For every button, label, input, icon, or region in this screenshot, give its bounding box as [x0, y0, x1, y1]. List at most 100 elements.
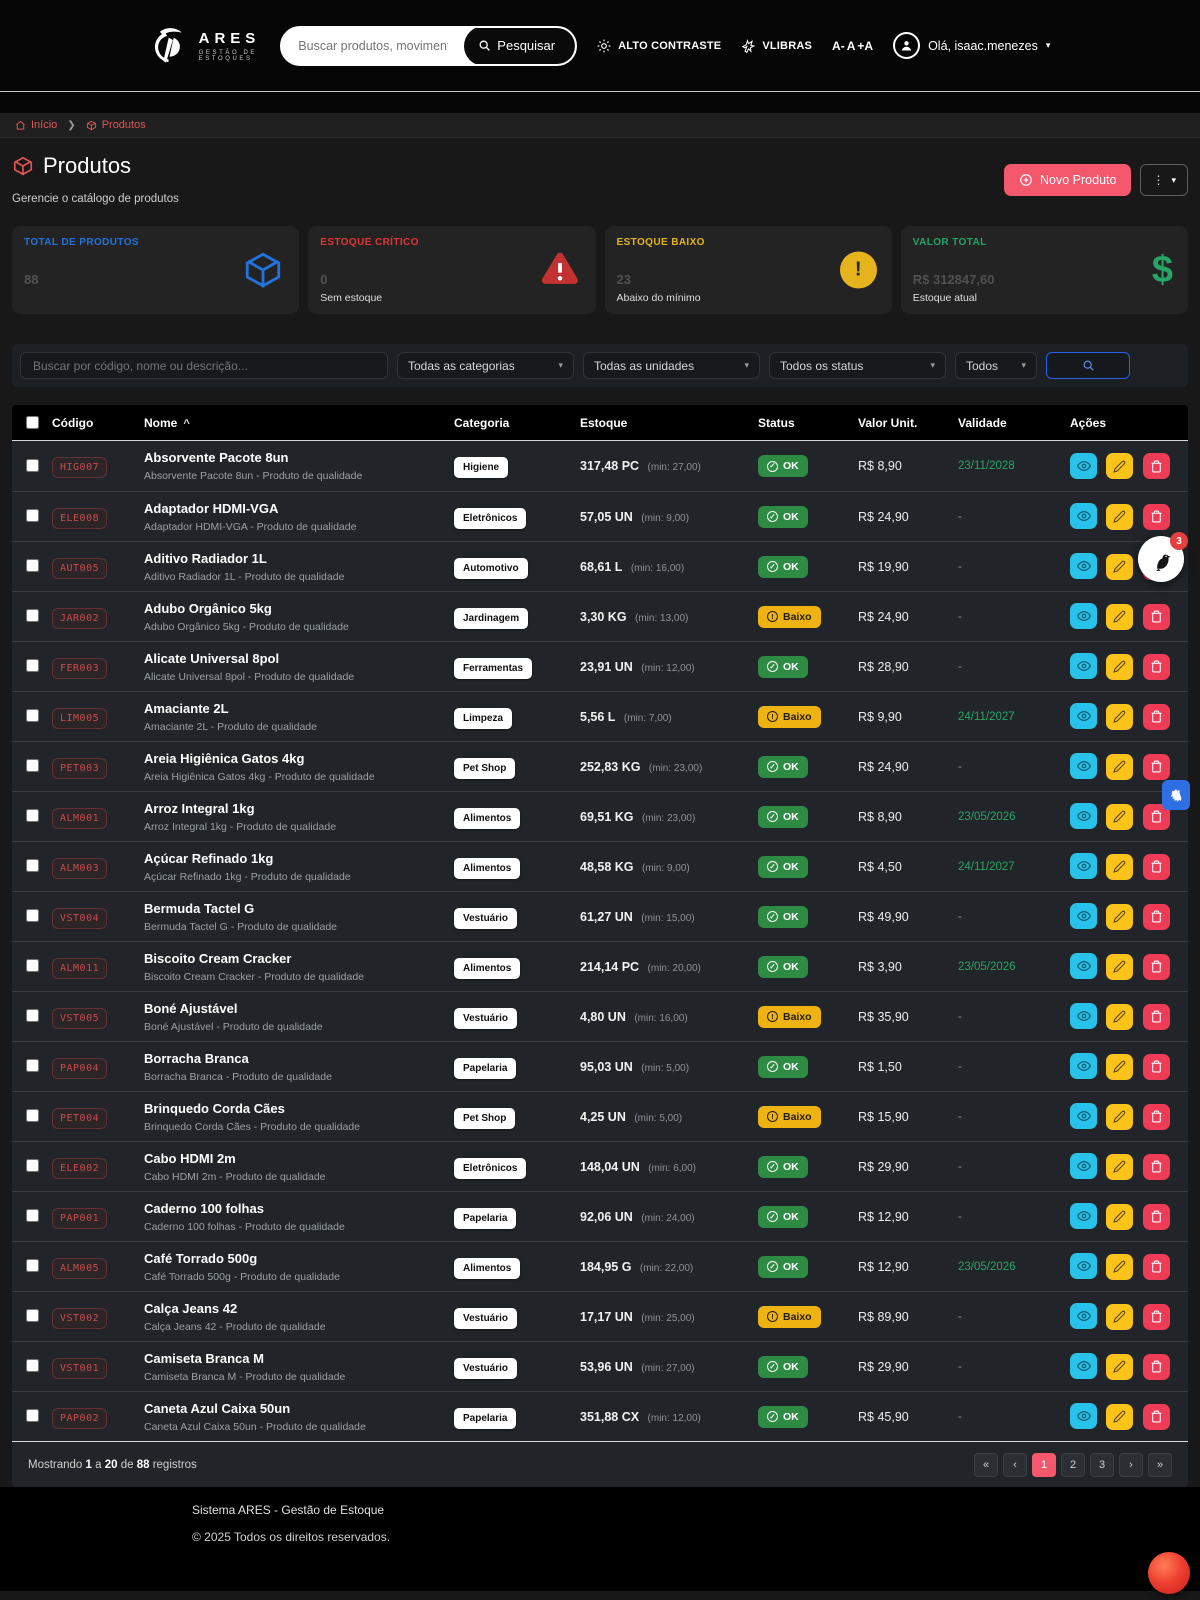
edit-button[interactable]	[1106, 1353, 1134, 1380]
delete-button[interactable]	[1142, 1153, 1170, 1180]
row-checkbox[interactable]	[26, 759, 39, 772]
delete-button[interactable]	[1142, 1053, 1170, 1080]
all-select[interactable]: Todos ▾	[955, 352, 1037, 379]
edit-button[interactable]	[1106, 553, 1134, 580]
delete-button[interactable]	[1142, 453, 1170, 480]
view-button[interactable]	[1070, 1403, 1097, 1430]
view-button[interactable]	[1070, 503, 1097, 530]
header-nome[interactable]: Nome ^	[144, 415, 190, 430]
view-button[interactable]	[1070, 1153, 1097, 1180]
view-button[interactable]	[1070, 853, 1097, 880]
delete-button[interactable]	[1142, 653, 1170, 680]
edit-button[interactable]	[1106, 953, 1134, 980]
prev-page-button[interactable]: ‹	[1003, 1452, 1027, 1477]
high-contrast-toggle[interactable]: ALTO CONTRASTE	[597, 39, 721, 53]
view-button[interactable]	[1070, 452, 1097, 479]
header-estoque[interactable]: Estoque	[580, 415, 628, 430]
global-search-button[interactable]: Pesquisar	[464, 27, 576, 64]
row-checkbox[interactable]	[26, 809, 39, 822]
edit-button[interactable]	[1106, 703, 1134, 730]
edit-button[interactable]	[1106, 903, 1134, 930]
edit-button[interactable]	[1106, 1203, 1134, 1230]
row-checkbox[interactable]	[26, 1309, 39, 1322]
row-checkbox[interactable]	[26, 1009, 39, 1022]
delete-button[interactable]	[1142, 753, 1170, 780]
edit-button[interactable]	[1106, 803, 1134, 830]
edit-button[interactable]	[1106, 503, 1134, 530]
font-smaller-button[interactable]: A-	[832, 38, 845, 53]
view-button[interactable]	[1070, 703, 1097, 730]
delete-button[interactable]	[1142, 1303, 1170, 1330]
delete-button[interactable]	[1142, 1103, 1170, 1130]
row-checkbox[interactable]	[26, 1409, 39, 1422]
font-normal-button[interactable]: A	[846, 38, 856, 53]
view-button[interactable]	[1070, 603, 1097, 630]
edit-button[interactable]	[1106, 1053, 1134, 1080]
global-search-input[interactable]	[282, 38, 465, 53]
row-checkbox[interactable]	[26, 1159, 39, 1172]
header-categoria[interactable]: Categoria	[454, 415, 510, 430]
view-button[interactable]	[1070, 653, 1097, 680]
edit-button[interactable]	[1106, 653, 1134, 680]
last-page-button[interactable]: »	[1148, 1452, 1172, 1477]
edit-button[interactable]	[1106, 1003, 1134, 1030]
page-3-button[interactable]: 3	[1090, 1452, 1114, 1477]
delete-button[interactable]	[1142, 603, 1170, 630]
vlibras-toggle[interactable]: VLIBRAS	[741, 38, 812, 53]
page-1-button[interactable]: 1	[1032, 1452, 1056, 1477]
status-select[interactable]: Todos os status ▾	[769, 352, 946, 379]
floating-action-button[interactable]	[1148, 1552, 1190, 1594]
row-checkbox[interactable]	[26, 909, 39, 922]
delete-button[interactable]	[1142, 1403, 1170, 1430]
new-product-button[interactable]: Novo Produto	[1004, 164, 1132, 196]
view-button[interactable]	[1070, 903, 1097, 930]
row-checkbox[interactable]	[26, 458, 39, 472]
edit-button[interactable]	[1106, 1303, 1134, 1330]
breadcrumb-home[interactable]: Início	[15, 119, 57, 131]
filter-search-button[interactable]	[1046, 352, 1130, 379]
edit-button[interactable]	[1106, 1103, 1134, 1130]
header-codigo[interactable]: Código	[52, 415, 94, 430]
user-menu[interactable]: Olá, isaac.menezes ▾	[893, 32, 1050, 59]
select-all-checkbox[interactable]	[26, 416, 39, 429]
first-page-button[interactable]: «	[974, 1452, 998, 1477]
breadcrumb-current[interactable]: Produtos	[86, 119, 146, 131]
view-button[interactable]	[1070, 1253, 1097, 1280]
page-2-button[interactable]: 2	[1061, 1452, 1085, 1477]
filter-search-input[interactable]	[20, 352, 388, 379]
view-button[interactable]	[1070, 1053, 1097, 1080]
header-validade[interactable]: Validade	[958, 415, 1007, 430]
row-checkbox[interactable]	[26, 509, 39, 522]
row-checkbox[interactable]	[26, 1359, 39, 1372]
view-button[interactable]	[1070, 1303, 1097, 1330]
edit-button[interactable]	[1106, 1153, 1134, 1180]
edit-button[interactable]	[1106, 1403, 1134, 1430]
vlibras-floating-widget[interactable]	[1162, 780, 1190, 810]
delete-button[interactable]	[1142, 1203, 1170, 1230]
row-checkbox[interactable]	[26, 859, 39, 872]
row-checkbox[interactable]	[26, 1059, 39, 1072]
header-status[interactable]: Status	[758, 415, 795, 430]
next-page-button[interactable]: ›	[1119, 1452, 1143, 1477]
delete-button[interactable]	[1142, 1003, 1170, 1030]
view-button[interactable]	[1070, 1103, 1097, 1130]
row-checkbox[interactable]	[26, 609, 39, 622]
view-button[interactable]	[1070, 803, 1097, 830]
view-button[interactable]	[1070, 753, 1097, 780]
row-checkbox[interactable]	[26, 709, 39, 722]
edit-button[interactable]	[1106, 1253, 1134, 1280]
row-checkbox[interactable]	[26, 659, 39, 672]
row-checkbox[interactable]	[26, 559, 39, 572]
view-button[interactable]	[1070, 953, 1097, 980]
view-button[interactable]	[1070, 1353, 1097, 1380]
more-options-button[interactable]: ⋮ ▾	[1140, 164, 1188, 196]
row-checkbox[interactable]	[26, 1209, 39, 1222]
view-button[interactable]	[1070, 1203, 1097, 1230]
delete-button[interactable]	[1142, 903, 1170, 930]
assistant-bird-widget[interactable]: 3	[1138, 532, 1188, 582]
header-valor[interactable]: Valor Unit.	[858, 415, 918, 430]
edit-button[interactable]	[1106, 453, 1134, 480]
row-checkbox[interactable]	[26, 1259, 39, 1272]
delete-button[interactable]	[1142, 953, 1170, 980]
edit-button[interactable]	[1106, 853, 1134, 880]
